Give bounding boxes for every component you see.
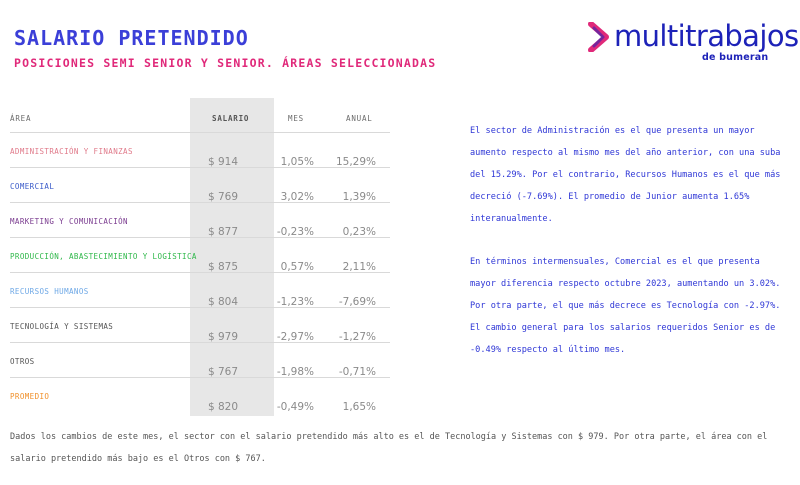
row-divider [10,167,390,168]
page-subtitle: POSICIONES SEMI SENIOR Y SENIOR. ÁREAS S… [14,56,437,70]
logo-tagline: de bumeran [702,52,769,63]
table-cell-anual: -0,71% [338,366,376,378]
logo-wordmark: multitrabajos [614,19,799,53]
table-cell-anual: -1,27% [338,331,376,343]
table-row-area: OTROS [10,357,35,366]
salary-table: ÁREA SALARIO MES ANUAL ADMINISTRACIÓN Y … [10,98,390,416]
table-cell-salario: $ 877 [207,226,238,238]
summary-text: Dados los cambios de este mes, el sector… [10,432,768,464]
commentary-paragraph-1: El sector de Administración es el que pr… [470,126,781,224]
table-cell-mes: -0,49% [276,401,314,413]
table-cell-salario: $ 804 [207,296,238,308]
table-cell-anual: 2,11% [342,261,376,273]
row-divider [10,237,390,238]
table-cell-anual: 1,39% [342,191,376,203]
table-cell-salario: $ 820 [207,401,238,413]
table-cell-salario: $ 979 [207,331,238,343]
table-cell-mes: -1,23% [276,296,314,308]
header-salario: SALARIO [212,114,250,123]
table-cell-anual: 15,29% [335,156,376,168]
row-divider [10,342,390,343]
commentary-paragraph-2: En términos intermensuales, Comercial es… [470,257,781,355]
table-cell-anual: 0,23% [342,226,376,238]
row-divider [10,307,390,308]
table-cell-mes: -2,97% [276,331,314,343]
table-cell-anual: 1,65% [342,401,376,413]
table-cell-salario: $ 875 [207,261,238,273]
brand-logo: multitrabajos de bumeran [588,19,800,67]
table-cell-mes: -0,23% [276,226,314,238]
table-row-area: RECURSOS HUMANOS [10,287,89,296]
table-cell-salario: $ 767 [207,366,238,378]
table-cell-salario: $ 769 [207,191,238,203]
table-row-area: PROMEDIO [10,392,50,401]
table-row-area: ADMINISTRACIÓN Y FINANZAS [10,147,133,156]
row-divider [10,377,390,378]
salary-column-background [190,98,274,416]
table-cell-mes: 3,02% [280,191,314,203]
table-row-area: TECNOLOGÍA Y SISTEMAS [10,322,114,331]
header-anual: ANUAL [346,114,373,123]
table-cell-mes: -1,98% [276,366,314,378]
header-area: ÁREA [10,114,32,123]
table-row-area: PRODUCCIÓN, ABASTECIMIENTO Y LOGÍSTICA [10,252,197,261]
table-cell-salario: $ 914 [207,156,238,168]
row-divider [10,202,390,203]
table-row-area: MARKETING Y COMUNICACIÓN [10,217,128,226]
table-row-area: COMERCIAL [10,182,55,191]
chevron-logo-icon [588,22,609,52]
table-cell-mes: 1,05% [280,156,314,168]
row-divider [10,132,390,133]
table-cell-anual: -7,69% [338,296,376,308]
page-title: SALARIO PRETENDIDO [14,26,249,50]
header-mes: MES [288,114,304,123]
row-divider [10,272,390,273]
table-cell-mes: 0,57% [280,261,314,273]
